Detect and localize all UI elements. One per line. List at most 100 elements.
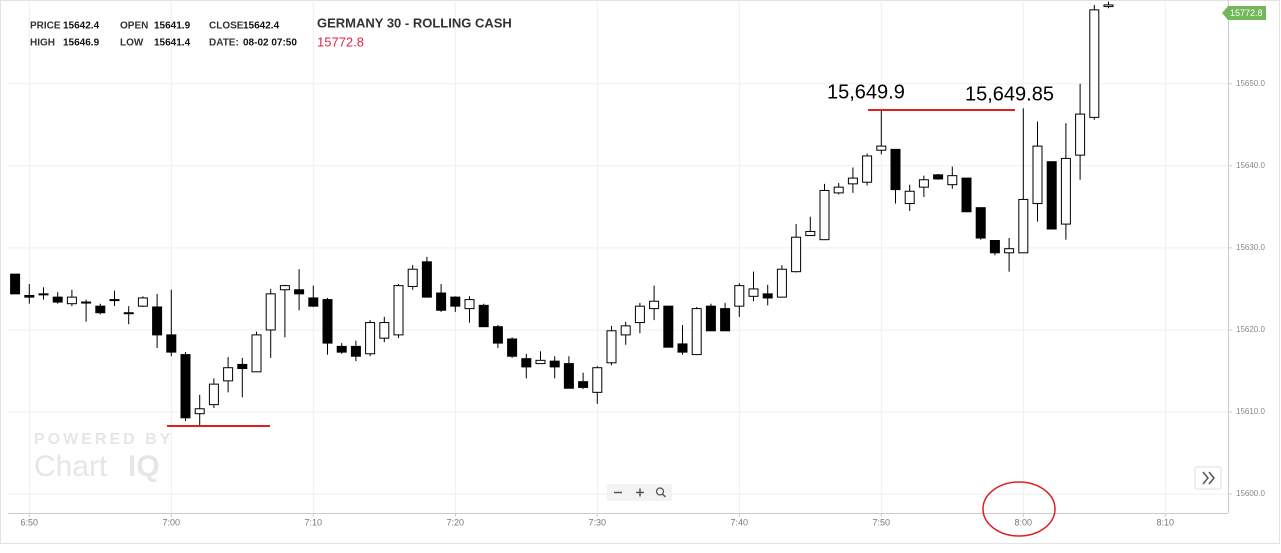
candle-body [918, 179, 929, 188]
candle-body [535, 359, 546, 365]
candle-body [336, 345, 347, 353]
zoom-reset-button[interactable] [655, 487, 667, 498]
annotation: 15,649.85 [965, 83, 1054, 105]
candle-body [847, 177, 858, 185]
candle-body [407, 268, 418, 287]
x-tick-label: 6:50 [21, 517, 39, 527]
candle-body [578, 381, 589, 388]
field-value: 15646.9 [63, 38, 100, 49]
candle-body [180, 354, 191, 419]
watermark-text: IQ [128, 450, 160, 483]
candle-body [933, 174, 944, 180]
candle-body [379, 322, 390, 339]
field-value: 15641.9 [154, 21, 191, 32]
zoom-controls [607, 484, 672, 501]
candle-body [606, 330, 617, 364]
candle-body [1103, 4, 1114, 8]
candle-body [833, 186, 844, 194]
field-label: DATE: [209, 38, 239, 49]
price-tag [1222, 6, 1266, 20]
candle-body [563, 363, 574, 389]
candle-body [805, 230, 816, 237]
candle-body [421, 261, 432, 298]
field-label: LOW [120, 38, 144, 49]
scroll-to-end-button[interactable] [1194, 466, 1222, 490]
y-tick-label: 15620.0 [1236, 325, 1265, 334]
y-tick-label: 15610.0 [1236, 407, 1265, 416]
candle-body [521, 358, 532, 368]
candle-body [137, 297, 148, 307]
candle-body [279, 285, 290, 291]
candle-body [620, 325, 631, 336]
candle-body [52, 296, 63, 303]
candle-body [265, 293, 276, 331]
candle-body [166, 334, 177, 353]
candle-body [819, 189, 830, 241]
field-label: CLOSE [209, 21, 244, 32]
candle-body [691, 308, 702, 356]
candle-body [549, 360, 560, 368]
candle-body [904, 190, 915, 205]
candle-body [592, 367, 603, 393]
candle-body [450, 296, 461, 307]
candle-body [663, 305, 674, 348]
candle-body [947, 175, 958, 186]
candle-body [365, 322, 376, 355]
x-tick-label: 7:50 [873, 517, 891, 527]
candle-body [464, 299, 475, 310]
candle-body [237, 363, 248, 370]
candle-body [720, 308, 731, 332]
candle-body [989, 239, 1000, 254]
field-value: 15642.4 [63, 21, 100, 32]
candle-body [776, 268, 787, 298]
x-tick-label: 8:00 [1015, 517, 1033, 527]
zoom-in-button[interactable] [636, 488, 644, 497]
candle-body [1032, 145, 1043, 205]
y-tick-label: 15640.0 [1236, 161, 1265, 170]
candle-body [975, 207, 986, 239]
field-value: 08-02 07:50 [243, 38, 297, 49]
candle-body [322, 299, 333, 344]
annotation-circle [982, 481, 1056, 537]
candles [10, 1, 1114, 426]
x-tick-label: 8:10 [1157, 517, 1175, 527]
candle-body [748, 288, 759, 297]
candle-body [507, 338, 518, 357]
candle-body [492, 326, 503, 344]
y-tick-label: 15650.0 [1236, 79, 1265, 88]
candle-body [890, 148, 901, 191]
candle-body [109, 299, 120, 302]
field-label: OPEN [120, 21, 148, 32]
candle-body [961, 177, 972, 213]
last-price: 15772.8 [317, 34, 364, 49]
candle-body [66, 296, 77, 305]
candle-body [123, 312, 134, 315]
candle-body [194, 408, 205, 415]
x-tick-label: 7:30 [589, 517, 607, 527]
candle-body [649, 300, 660, 310]
field-value: 15641.4 [154, 38, 191, 49]
candle-body [251, 334, 262, 373]
x-tick-label: 7:00 [163, 517, 181, 527]
candle-body [95, 305, 106, 314]
candle-body [350, 345, 361, 357]
instrument-title: GERMANY 30 - ROLLING CASH [317, 15, 512, 30]
candle-body [294, 289, 305, 295]
x-tick-label: 7:10 [305, 517, 323, 527]
candle-body [762, 293, 773, 299]
price-tag-label: 15772.8 [1230, 8, 1263, 18]
candle-body [705, 305, 716, 332]
candle-body [1004, 248, 1015, 254]
watermark-text: POWERED BY [34, 431, 173, 448]
candle-body [862, 155, 873, 183]
candle-body [208, 383, 219, 406]
candle-body [677, 343, 688, 353]
field-value: 15642.4 [243, 21, 280, 32]
candle-body [152, 306, 163, 336]
candle-body [436, 292, 447, 311]
candle-body [1060, 157, 1071, 225]
candle-body [223, 367, 234, 382]
